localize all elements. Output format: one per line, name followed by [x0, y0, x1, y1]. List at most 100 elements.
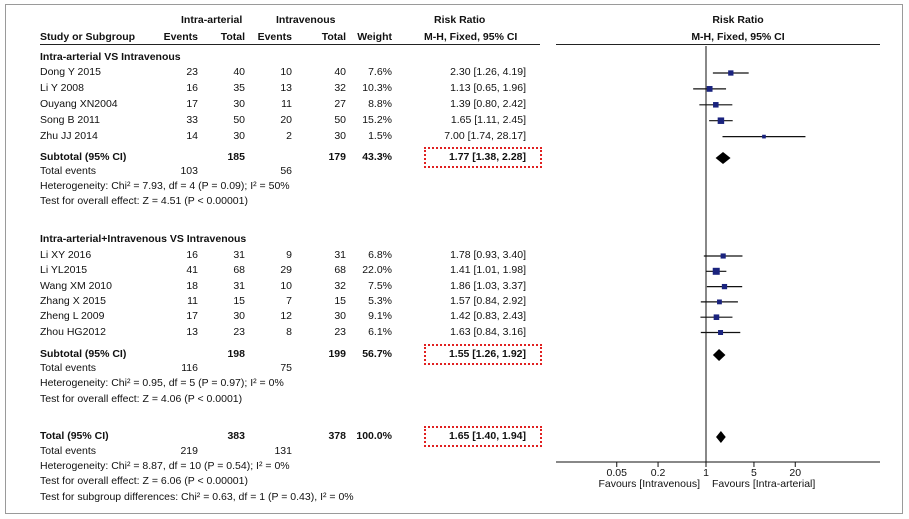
- events-2: 8: [286, 325, 292, 338]
- total-events-2: 131: [274, 445, 292, 457]
- x-tick-label: 5: [751, 467, 757, 479]
- total-n1: 383: [227, 430, 245, 442]
- events-1: 16: [186, 81, 198, 94]
- weight: 22.0%: [362, 264, 392, 277]
- events-2: 20: [280, 113, 292, 126]
- ci-text: 1.57 [0.84, 2.92]: [450, 294, 526, 307]
- subtotal-weight: 56.7%: [362, 348, 392, 360]
- weight: 1.5%: [368, 129, 392, 142]
- ci-text: 1.65 [1.11, 2.45]: [450, 113, 526, 126]
- total-weight: 100.0%: [356, 430, 392, 442]
- subtotal-label: Subtotal (95% CI): [40, 348, 127, 360]
- total-1: 40: [233, 66, 245, 78]
- overall-effect-text: Test for overall effect: Z = 4.06 (P < 0…: [40, 393, 243, 405]
- total-2: 40: [334, 66, 346, 78]
- events-1: 17: [186, 310, 198, 323]
- rr-title: Risk Ratio: [434, 14, 486, 26]
- subgroup-differences: Test for subgroup differences: Chi² = 0.…: [40, 491, 354, 503]
- total-highlight-box: [424, 426, 542, 447]
- subgroup-title: Intra-arterial VS Intravenous: [40, 51, 181, 63]
- overall-effect-text: Test for overall effect: Z = 4.51 (P < 0…: [40, 195, 248, 207]
- events-1: 13: [186, 325, 198, 338]
- subtotal-weight: 43.3%: [362, 151, 392, 163]
- events-1: 11: [187, 294, 198, 307]
- total-events-label: Total events: [40, 445, 97, 457]
- point-estimate: [713, 314, 720, 320]
- total-2: 27: [334, 97, 346, 110]
- plot-header-rule: [556, 44, 880, 45]
- total-ci: 1.65 [1.40, 1.94]: [448, 430, 526, 442]
- total-1: 31: [233, 279, 245, 292]
- subtotal-diamond: [712, 349, 726, 361]
- favours-right: Favours [Intra-arterial]: [712, 478, 816, 490]
- total-1: 68: [233, 264, 245, 277]
- forest-plot-frame: [5, 4, 903, 514]
- ci-text: 1.41 [1.01, 1.98]: [450, 264, 526, 277]
- total-events-label: Total events: [40, 165, 97, 177]
- subtotal-highlight-box: [424, 344, 542, 365]
- ci-text: 1.78 [0.93, 3.40]: [450, 249, 526, 261]
- total-1: 30: [233, 129, 245, 142]
- events-1: 41: [186, 264, 198, 277]
- ci-text: 1.86 [1.03, 3.37]: [450, 279, 526, 292]
- x-tick-label: 1: [703, 467, 709, 479]
- group1-header: Intra-arterial: [181, 14, 243, 26]
- total-2: 30: [334, 129, 346, 142]
- weight: 15.2%: [362, 113, 392, 126]
- total-2: 30: [334, 310, 346, 323]
- study-name: Zhang X 2015: [40, 294, 106, 307]
- ci-text: 1.39 [0.80, 2.42]: [450, 97, 526, 110]
- plot-title: Risk Ratio: [712, 14, 764, 26]
- study-name: Wang XM 2010: [40, 279, 112, 292]
- subtotal-highlight-box: [424, 147, 542, 168]
- point-estimate: [721, 283, 728, 290]
- total-2: 32: [334, 81, 346, 94]
- weight: 6.1%: [368, 325, 392, 338]
- total-1: 15: [233, 294, 245, 307]
- total-events-2: 75: [280, 362, 292, 374]
- study-name: Li XY 2016: [40, 249, 92, 261]
- x-tick-label: 20: [789, 467, 802, 479]
- weight: 5.3%: [368, 294, 392, 307]
- events-2: 2: [286, 129, 292, 142]
- study-name: Ouyang XN2004: [40, 97, 118, 110]
- subtotal-ci: 1.77 [1.38, 2.28]: [448, 151, 526, 163]
- study-name: Li Y 2008: [40, 81, 84, 94]
- total-1: 31: [233, 249, 245, 261]
- subtotal-n2: 199: [328, 348, 346, 360]
- point-estimate: [762, 134, 766, 139]
- weight: 6.8%: [368, 249, 392, 261]
- total-2: 50: [334, 113, 346, 126]
- events-1: 16: [186, 249, 198, 261]
- total-1: 35: [233, 81, 245, 94]
- total-2: 31: [334, 249, 346, 261]
- heterogeneity-text: Heterogeneity: Chi² = 7.93, df = 4 (P = …: [40, 180, 290, 192]
- total-events-1: 103: [180, 165, 198, 177]
- total-label: Total (95% CI): [40, 430, 109, 442]
- x-tick-label: 0.2: [650, 467, 666, 479]
- col-events-2: Events: [257, 31, 292, 43]
- subtotal-diamond: [715, 152, 731, 164]
- total-2: 68: [334, 264, 346, 277]
- total-2: 23: [334, 325, 346, 338]
- point-estimate: [718, 330, 724, 335]
- col-study: Study or Subgroup: [40, 31, 136, 43]
- total-heterogeneity: Heterogeneity: Chi² = 8.87, df = 10 (P =…: [40, 460, 290, 472]
- study-name: Zhu JJ 2014: [40, 129, 98, 142]
- col-events-1: Events: [163, 31, 198, 43]
- ci-text: 1.42 [0.83, 2.43]: [450, 310, 526, 323]
- total-overall-effect: Test for overall effect: Z = 6.06 (P < 0…: [40, 475, 248, 487]
- events-1: 23: [186, 66, 198, 78]
- study-name: Dong Y 2015: [40, 66, 101, 78]
- study-name: Zheng L 2009: [40, 310, 105, 323]
- total-events-2: 56: [280, 165, 292, 177]
- total-diamond: [716, 431, 726, 443]
- weight: 7.5%: [368, 279, 392, 292]
- total-events-1: 116: [181, 362, 198, 374]
- point-estimate: [717, 117, 725, 124]
- total-1: 30: [233, 97, 245, 110]
- total-n2: 378: [328, 430, 346, 442]
- point-estimate: [712, 267, 720, 275]
- events-1: 17: [186, 97, 198, 110]
- weight: 10.3%: [362, 81, 392, 94]
